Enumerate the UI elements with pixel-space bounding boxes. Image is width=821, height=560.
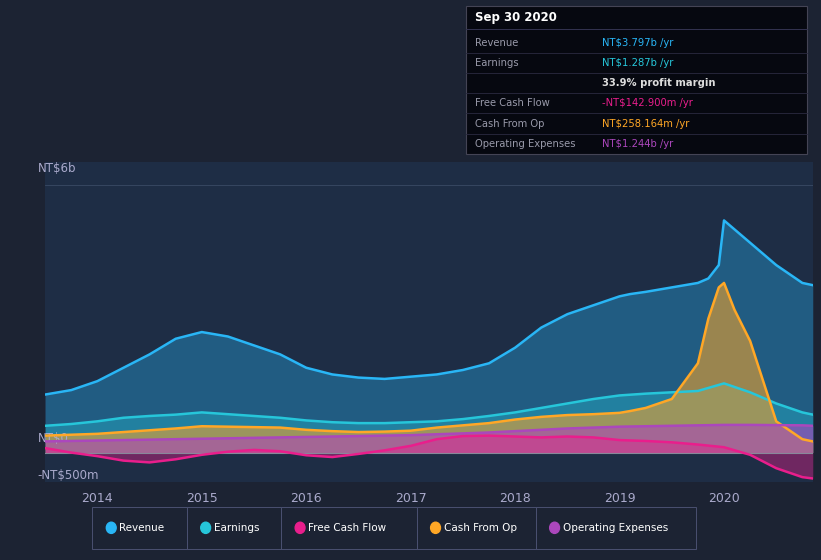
Text: Cash From Op: Cash From Op (475, 119, 544, 129)
Text: Operating Expenses: Operating Expenses (563, 523, 668, 533)
Text: NT$6b: NT$6b (38, 162, 76, 175)
Text: Free Cash Flow: Free Cash Flow (309, 523, 387, 533)
Text: NT$1.287b /yr: NT$1.287b /yr (602, 58, 673, 68)
Text: 33.9% profit margin: 33.9% profit margin (602, 78, 715, 88)
Text: NT$3.797b /yr: NT$3.797b /yr (602, 38, 673, 48)
Text: Earnings: Earnings (475, 58, 518, 68)
Text: Free Cash Flow: Free Cash Flow (475, 99, 549, 109)
Text: Cash From Op: Cash From Op (443, 523, 516, 533)
Text: NT$258.164m /yr: NT$258.164m /yr (602, 119, 689, 129)
Text: NT$1.244b /yr: NT$1.244b /yr (602, 139, 673, 149)
Text: -NT$500m: -NT$500m (38, 469, 99, 482)
Text: Revenue: Revenue (475, 38, 518, 48)
Text: NT$0: NT$0 (38, 432, 68, 445)
Text: Earnings: Earnings (213, 523, 259, 533)
Text: -NT$142.900m /yr: -NT$142.900m /yr (602, 99, 693, 109)
Text: Revenue: Revenue (119, 523, 164, 533)
Text: Operating Expenses: Operating Expenses (475, 139, 575, 149)
Text: Sep 30 2020: Sep 30 2020 (475, 11, 557, 24)
